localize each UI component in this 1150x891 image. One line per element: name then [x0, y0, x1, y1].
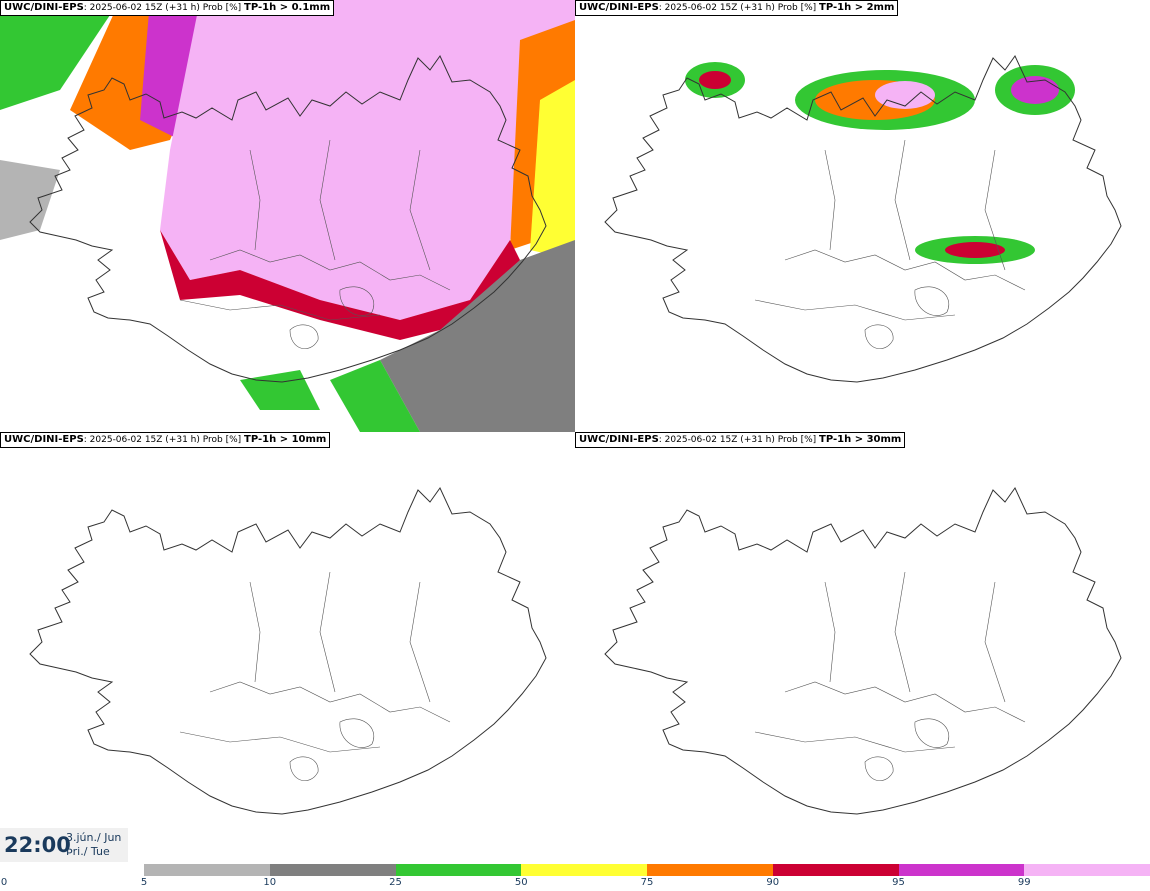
- map-canvas: [604, 55, 1122, 383]
- valid-date-line1: 3.jún./ Jun: [66, 831, 122, 844]
- colorbar-tick-label: 5: [140, 877, 148, 888]
- map-canvas: [604, 487, 1122, 815]
- map-canvas: [29, 487, 547, 815]
- panel-title: UWC/DINI-EPS: 2025-06-02 15Z (+31 h) Pro…: [0, 0, 335, 16]
- probability-colorbar: [144, 864, 1150, 876]
- colorbar-segment: [144, 864, 270, 876]
- colorbar-segment: [1024, 864, 1150, 876]
- valid-date-line2: Þri./ Tue: [66, 845, 110, 858]
- colorbar-segment: [395, 864, 522, 876]
- colorbar-tick-label: 99: [1017, 877, 1031, 888]
- valid-time-box: 22:00 3.jún./ Jun Þri./ Tue: [0, 828, 128, 862]
- valid-time: 22:00: [4, 833, 71, 857]
- map-panel-prob-0-1mm: UWC/DINI-EPS: 2025-06-02 15Z (+31 h) Pro…: [0, 0, 575, 432]
- panel-title: UWC/DINI-EPS: 2025-06-02 15Z (+31 h) Pro…: [575, 432, 906, 448]
- colorbar-segment: [269, 864, 396, 876]
- colorbar-tick-label: 75: [640, 877, 654, 888]
- panel-title: UWC/DINI-EPS: 2025-06-02 15Z (+31 h) Pro…: [0, 432, 331, 448]
- colorbar-segment: [521, 864, 647, 876]
- colorbar-segment: [647, 864, 773, 876]
- map-panel-prob-10mm: UWC/DINI-EPS: 2025-06-02 15Z (+31 h) Pro…: [0, 432, 575, 864]
- map-canvas: [0, 0, 575, 432]
- valid-date: 3.jún./ Jun Þri./ Tue: [66, 831, 121, 859]
- colorbar-tick-label: 25: [389, 877, 402, 888]
- colorbar-segment: [898, 864, 1025, 876]
- colorbar-tick-label: 90: [766, 877, 780, 888]
- map-panel-prob-2mm: UWC/DINI-EPS: 2025-06-02 15Z (+31 h) Pro…: [575, 0, 1150, 432]
- map-panel-prob-30mm: UWC/DINI-EPS: 2025-06-02 15Z (+31 h) Pro…: [575, 432, 1150, 864]
- panel-title: UWC/DINI-EPS: 2025-06-02 15Z (+31 h) Pro…: [575, 0, 899, 16]
- colorbar-tick-label: 0: [0, 877, 8, 888]
- colorbar-tick-label: 10: [263, 877, 277, 888]
- colorbar-segment: [772, 864, 899, 876]
- colorbar-tick-label: 50: [514, 877, 528, 888]
- colorbar-tick-label: 95: [892, 877, 905, 888]
